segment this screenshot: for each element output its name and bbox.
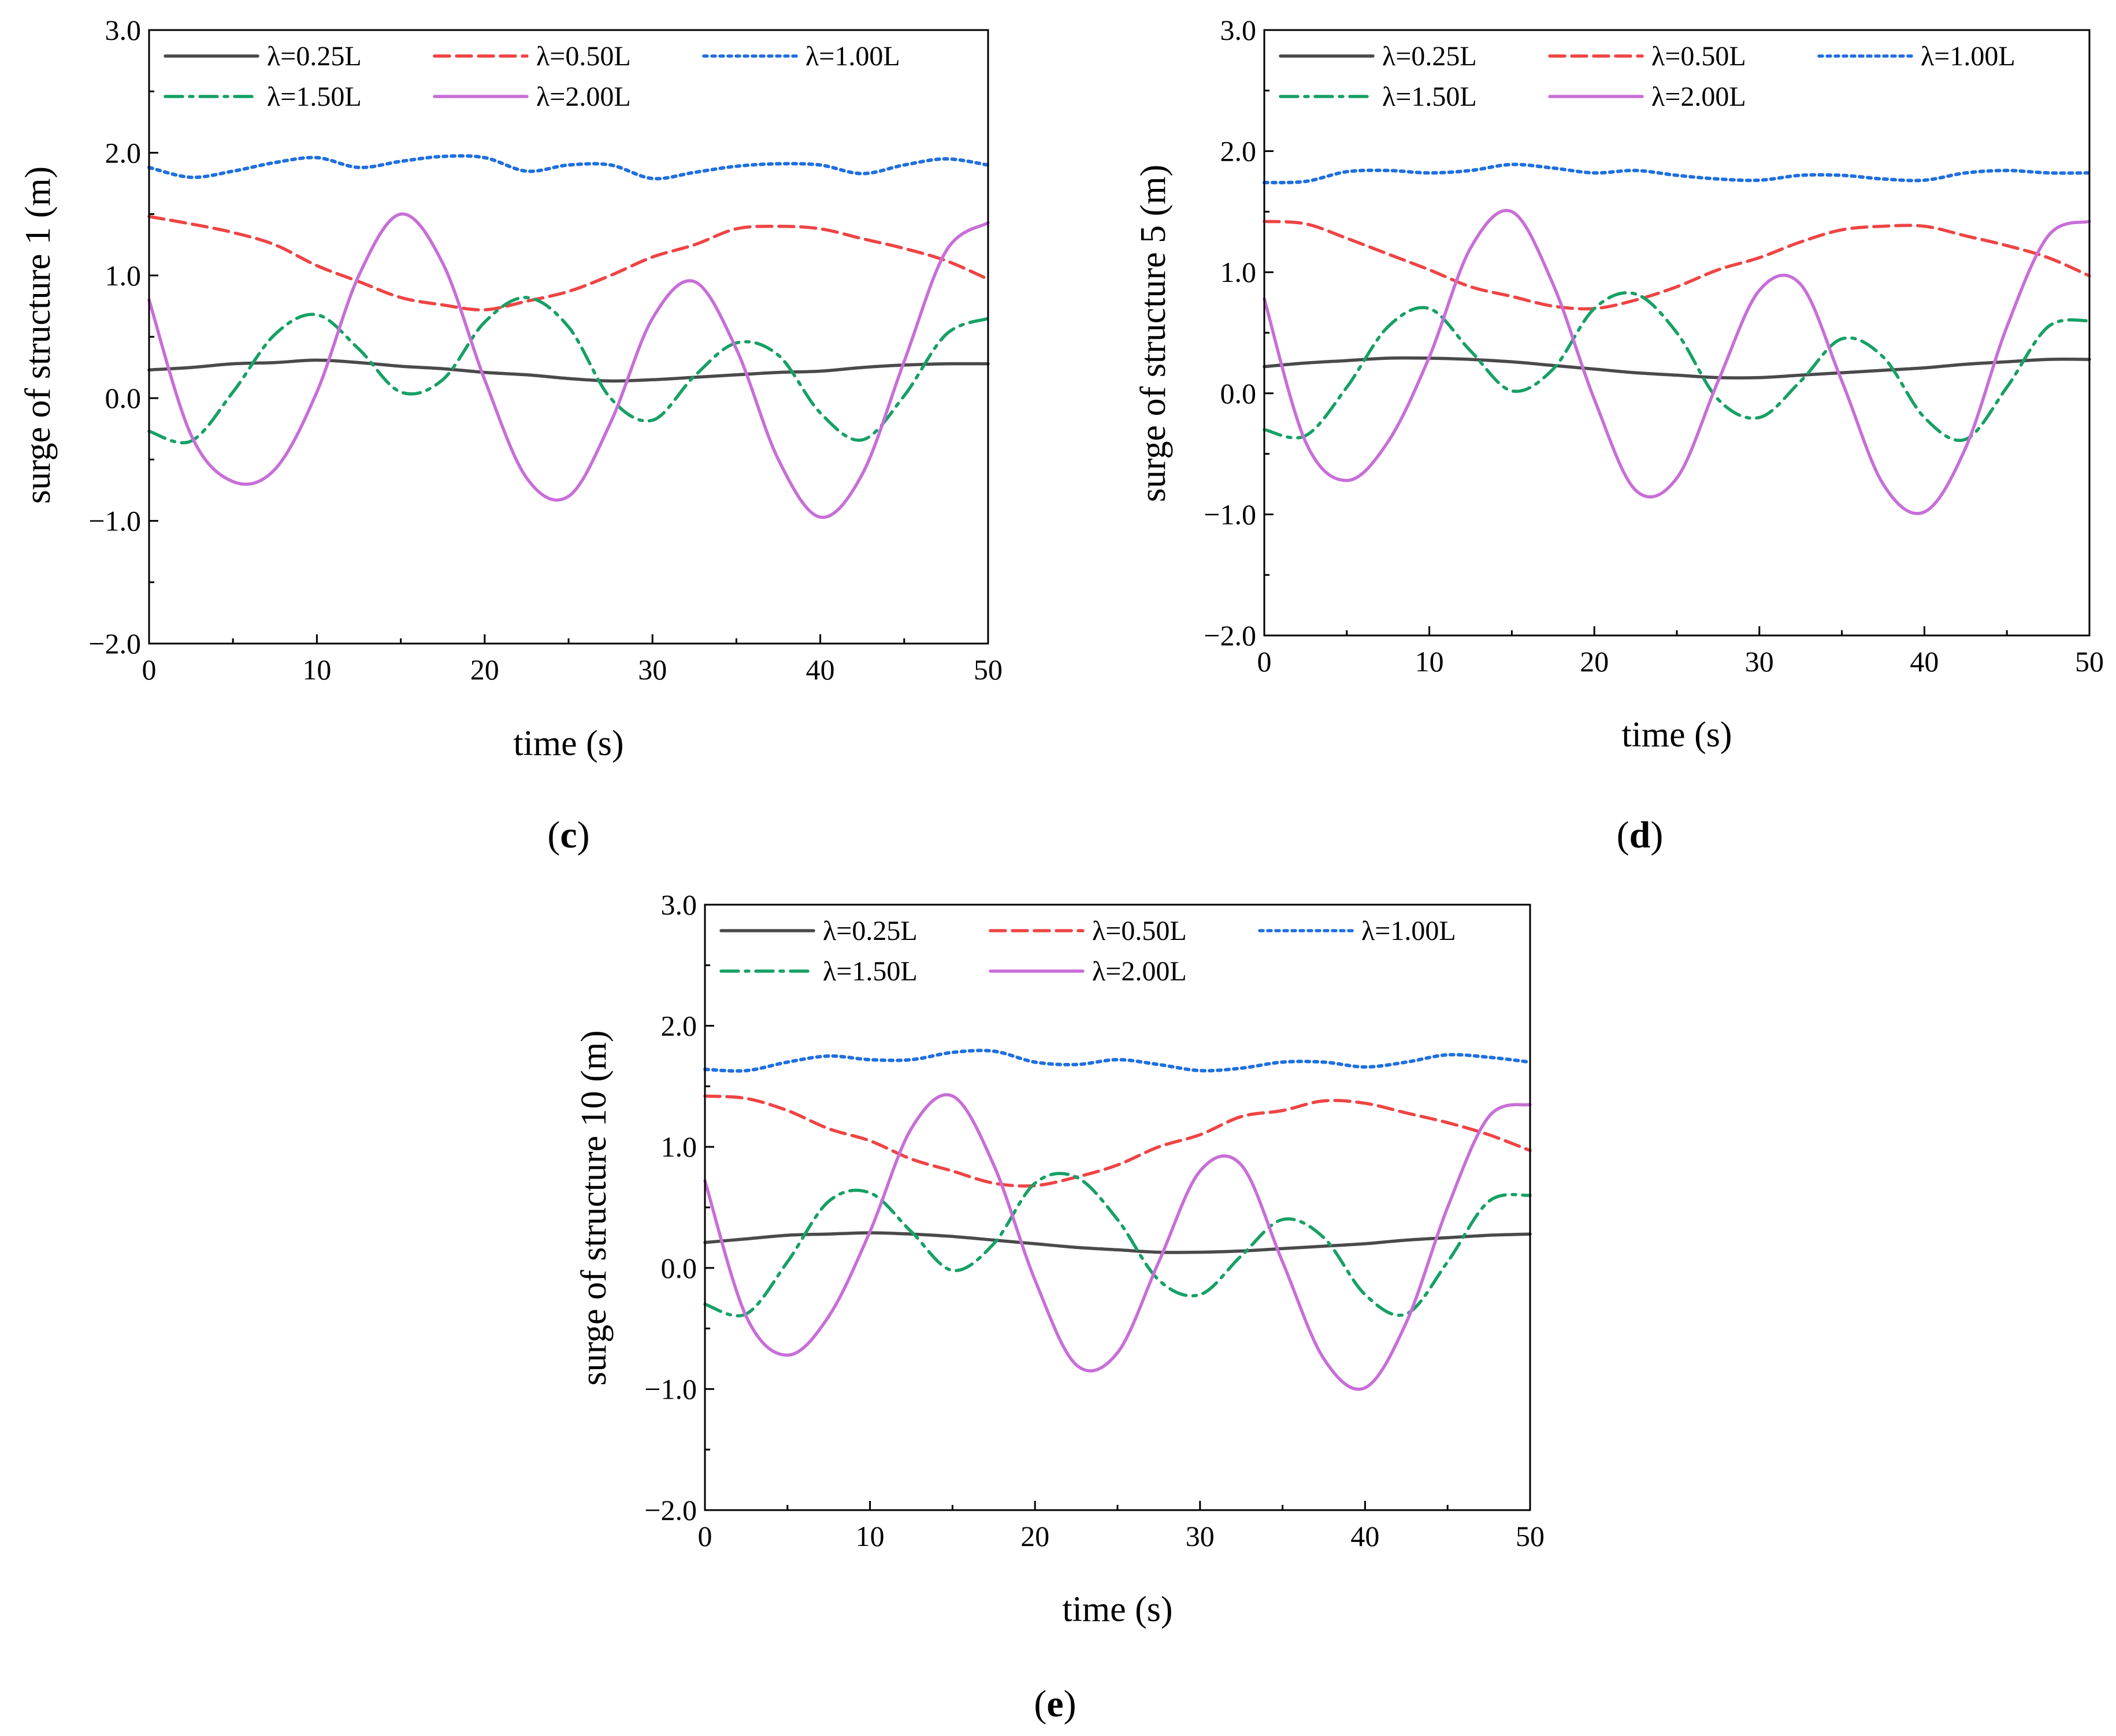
panel-d-legend-label-lambda-0-25l: λ=0.25L [1382, 41, 1477, 72]
panel-d-legend: λ=0.25L λ=0.50L λ=1.00L λ=1.50L λ=2.00L [1279, 41, 2015, 112]
panel-d-label: (d) [1617, 814, 1664, 856]
panel-c-series-lambda-1-00l [147, 154, 990, 181]
panel-c-ticks: 0 10 20 30 40 50 −2.0 −1.0 0.0 1.0 2.0 3.0 [88, 14, 1003, 686]
panel-d-series-lambda-1-00l [1263, 162, 2091, 185]
panel-e-y-tick-label: 0.0 [661, 1252, 697, 1284]
panel-d-x-tick-label: 50 [2075, 645, 2104, 678]
panel-c-series-lambda-0-50l [147, 215, 990, 312]
panel-e-plot-content [703, 1049, 1532, 1391]
panel-e-legend-label-lambda-0-50l: λ=0.50L [1092, 916, 1187, 946]
panel-d-legend-label-lambda-1-00l: λ=1.00L [1921, 41, 2015, 72]
panel-c-legend-label-lambda-1-50l: λ=1.50L [267, 81, 362, 112]
panel-c-plot-frame [148, 29, 989, 645]
panel-e-series-lambda-0-50l [703, 1094, 1532, 1188]
panel-d-y-tick-label: −2.0 [1204, 619, 1256, 652]
panel-c-x-tick-label: 30 [638, 653, 667, 686]
panel-c-x-tick-label: 50 [974, 653, 1003, 686]
panel-d-series-lambda-0-25l [1263, 356, 2091, 380]
panel-d-x-tick-label: 40 [1910, 645, 1939, 678]
panel-e-x-tick-label: 40 [1350, 1520, 1379, 1552]
panel-e-y-tick-label: −2.0 [644, 1494, 697, 1526]
panel-e-chart: 0 10 20 30 40 50−2.0−1.00.01.02.03.0 λ=0.25L λ… [574, 889, 1545, 1725]
panel-d-x-tick-label: 0 [1257, 645, 1272, 678]
panel-e-x-tick-label: 0 [698, 1520, 712, 1552]
panel-d-series-lambda-1-50l [1263, 291, 2091, 442]
panel-c-legend: λ=0.25L λ=0.50L λ=1.00L λ=1.50L λ=2.00L [164, 41, 900, 112]
panel-d-x-tick-label: 30 [1745, 645, 1774, 678]
panel-c-y-tick-label: 2.0 [105, 136, 142, 169]
panel-e-y-axis-title: surge of structure 10 (m) [574, 1030, 614, 1385]
panel-c-x-tick-label: 40 [806, 653, 835, 686]
panel-e-legend-label-lambda-1-00l: λ=1.00L [1361, 916, 1456, 946]
panel-e-x-tick-label: 10 [856, 1520, 885, 1552]
panel-c-legend-label-lambda-0-25l: λ=0.25L [267, 41, 362, 72]
panel-e-legend-label-lambda-0-25l: λ=0.25L [823, 916, 918, 946]
panel-d-series-lambda-2-00l [1263, 209, 2091, 515]
panel-c-y-tick-label: 3.0 [105, 14, 142, 46]
panel-e-label: (e) [1034, 1683, 1076, 1725]
panel-d-y-tick-label: 1.0 [1220, 256, 1257, 288]
panel-d-y-tick-label: 0.0 [1220, 377, 1257, 410]
panel-c-y-axis-title: surge of structure 1 (m) [18, 166, 58, 504]
panel-d-y-tick-label: −1.0 [1204, 498, 1256, 530]
panel-e-x-tick-label: 30 [1186, 1520, 1215, 1552]
panel-e-legend: λ=0.25L λ=0.50L λ=1.00L λ=1.50L λ=2.00L [719, 916, 1456, 987]
panel-c-label: (c) [547, 814, 589, 856]
panel-e-frame [704, 904, 1531, 1511]
panel-c-series-lambda-2-00l [147, 212, 990, 519]
panel-c-y-tick-label: 1.0 [105, 259, 142, 292]
panel-d-x-axis-title: time (s) [1621, 715, 1732, 754]
panel-e-y-tick-label: 1.0 [661, 1131, 697, 1163]
panel-d-y-axis-title: surge of structure 5 (m) [1134, 165, 1173, 502]
panel-c-x-tick-label: 20 [470, 653, 499, 686]
panel-c-frame [148, 29, 989, 645]
panel-e-y-tick-label: 2.0 [661, 1010, 697, 1042]
panel-e-plot-frame [704, 904, 1531, 1511]
panel-c-y-tick-label: −1.0 [88, 505, 141, 537]
panel-d-y-tick-label: 2.0 [1220, 135, 1257, 168]
panel-e-x-tick-label: 50 [1516, 1520, 1545, 1552]
panel-d-ticks: 0 10 20 30 40 50 −2.0 −1.0 0.0 1.0 2.0 3.0 [1204, 14, 2104, 678]
panel-d-series-lambda-0-50l [1263, 220, 2091, 311]
panel-c-legend-label-lambda-0-50l: λ=0.50L [536, 41, 631, 72]
panel-c-y-tick-label: −2.0 [88, 627, 141, 660]
panel-d-x-tick-label: 20 [1580, 645, 1609, 678]
panel-d-y-tick-label: 3.0 [1220, 14, 1257, 46]
panel-e-legend-label-lambda-2-00l: λ=2.00L [1092, 956, 1187, 987]
panel-c-series-lambda-0-25l [147, 358, 990, 383]
panel-d-legend-label-lambda-0-50l: λ=0.50L [1651, 41, 1746, 72]
panel-e-x-axis-title: time (s) [1062, 1590, 1172, 1629]
panel-d-x-tick-label: 10 [1415, 645, 1444, 678]
panel-c-series-lambda-1-50l [147, 296, 990, 445]
panel-e-x-tick-label: 20 [1020, 1520, 1049, 1552]
panel-c-chart: 0 10 20 30 40 50−2.0−1.00.01.02.03.0 λ=0.25L λ… [18, 14, 1003, 856]
panel-d-plot-content [1263, 162, 2091, 515]
panel-c-plot-content [147, 154, 990, 519]
panel-d-chart: 0 10 20 30 40 50−2.0−1.00.01.02.03.0 λ=0.25L λ… [1134, 14, 2104, 856]
panel-e-y-tick-label: −1.0 [644, 1373, 697, 1405]
panel-c-legend-label-lambda-2-00l: λ=2.00L [536, 81, 631, 112]
panel-c-x-tick-label: 10 [302, 653, 331, 686]
panel-d-legend-label-lambda-2-00l: λ=2.00L [1651, 81, 1746, 112]
panel-e-series-lambda-0-25l [703, 1231, 1532, 1254]
panel-e-y-tick-label: 3.0 [661, 889, 697, 921]
panel-d-legend-label-lambda-1-50l: λ=1.50L [1382, 81, 1477, 112]
panel-e-series-lambda-1-00l [703, 1049, 1532, 1073]
panel-c-x-tick-label: 0 [142, 653, 157, 686]
panel-c-y-tick-label: 0.0 [105, 382, 142, 414]
panel-e-ticks: 0 10 20 30 40 50 −2.0 −1.0 0.0 1.0 2.0 3.0 [644, 889, 1545, 1552]
panel-e-legend-label-lambda-1-50l: λ=1.50L [823, 956, 918, 987]
panel-c-x-axis-title: time (s) [513, 724, 623, 763]
panel-e-series-lambda-1-50l [703, 1172, 1532, 1318]
panel-e-series-lambda-2-00l [703, 1093, 1532, 1391]
panel-c-legend-label-lambda-1-00l: λ=1.00L [805, 41, 900, 72]
